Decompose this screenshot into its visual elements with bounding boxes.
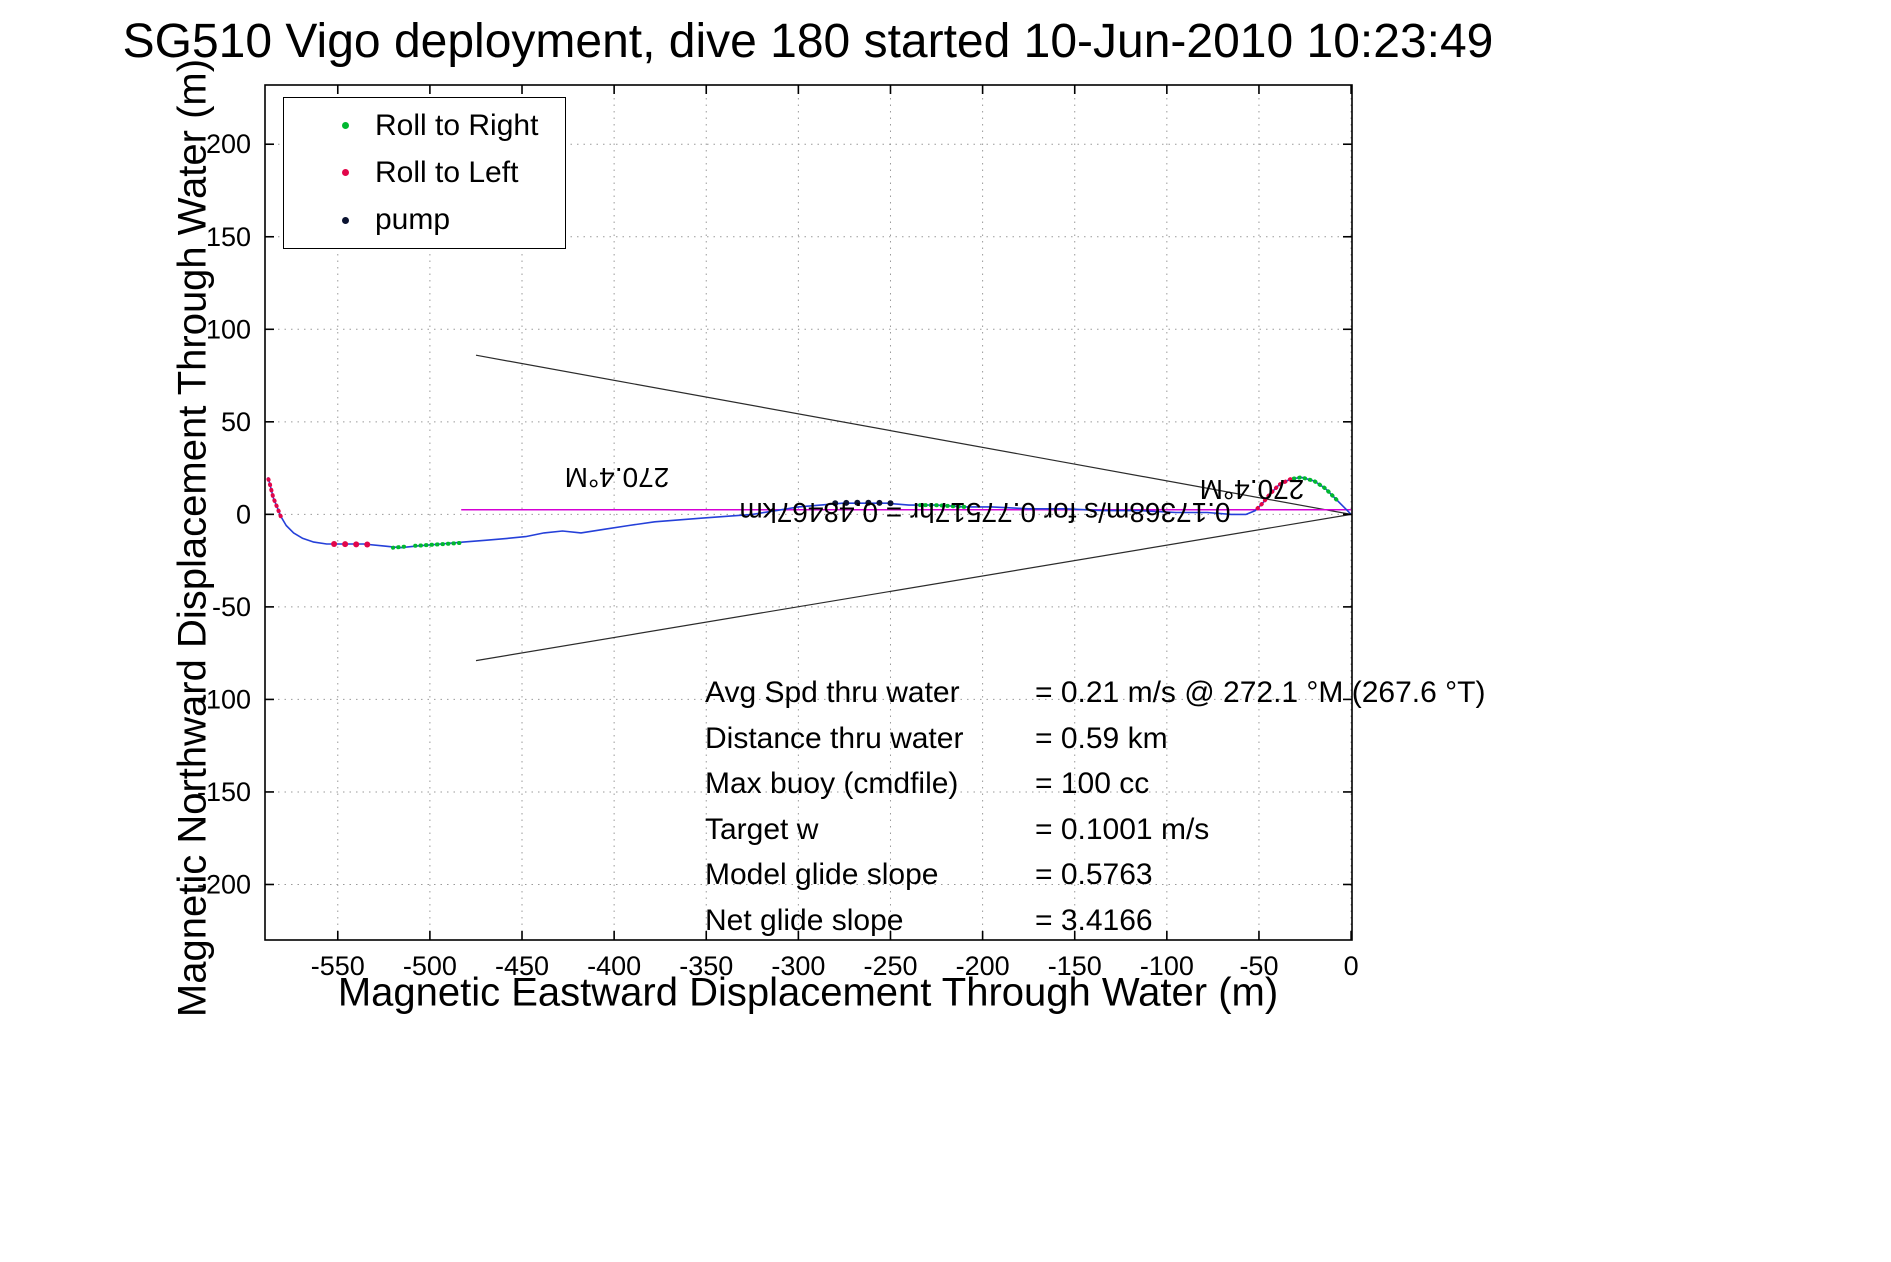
- roll-right-marker-icon: [342, 122, 349, 130]
- stats-label: Distance thru water: [705, 721, 964, 755]
- x-tick-label: -450: [495, 951, 549, 981]
- roll-right-west-a-segment: [413, 541, 462, 548]
- y-tick-label: 0: [236, 499, 251, 529]
- roll-left-west-dots-dot: [353, 541, 360, 548]
- run-summary-annotation: 0.17368m/s for 0.77517hr = 0.48467km: [739, 497, 1231, 528]
- y-tick-label: -200: [197, 869, 251, 899]
- plot-title: SG510 Vigo deployment, dive 180 started …: [122, 15, 1494, 68]
- x-tick-label: -500: [403, 951, 457, 981]
- roll-right-east-segment: [1288, 475, 1339, 502]
- y-tick-label: 100: [206, 314, 251, 344]
- y-tick-label: -100: [197, 684, 251, 714]
- roll-right-west-b-segment: [391, 544, 407, 550]
- pump-cluster-dot: [832, 500, 839, 507]
- pump-cluster-dot: [887, 500, 894, 507]
- legend-item-roll-to-right: Roll to Right: [284, 104, 565, 148]
- bearing-cone-line: [475, 513, 1352, 662]
- x-tick-label: -150: [1048, 951, 1102, 981]
- legend-item-pump: pump: [284, 198, 565, 242]
- x-tick-label: -100: [1140, 951, 1194, 981]
- x-tick-label: -200: [956, 951, 1010, 981]
- x-axis-label: Magnetic Eastward Displacement Through W…: [337, 970, 1279, 1015]
- y-axis-label: Magnetic Northward Displacement Through …: [170, 58, 215, 1018]
- pump-cluster-dot: [865, 499, 872, 506]
- y-tick-label: 150: [206, 222, 251, 252]
- x-tick-label: -250: [863, 951, 917, 981]
- roll-right-mid-segment: [918, 503, 967, 509]
- pump-cluster-dot: [876, 499, 883, 506]
- y-tick-label: 50: [221, 407, 251, 437]
- stats-label: Avg Spd thru water: [705, 676, 960, 709]
- axes-box: [264, 84, 1353, 941]
- y-tick-label: 200: [206, 129, 251, 159]
- stats-value: = 0.21 m/s @ 272.1 °M (267.6 °T): [1035, 676, 1486, 709]
- stats-label: Model glide slope: [705, 858, 939, 891]
- stats-label: Target w: [705, 812, 819, 846]
- x-tick-label: -350: [679, 951, 733, 981]
- stats-label: Max buoy (cmdfile): [705, 767, 959, 800]
- stats-value: = 3.4166: [1035, 903, 1153, 937]
- x-tick-label: 0: [1344, 951, 1359, 981]
- x-tick-label: -400: [587, 951, 641, 981]
- stats-value: = 0.59 km: [1035, 721, 1168, 755]
- roll-left-east-segment: [1253, 477, 1293, 513]
- x-tick-label: -300: [771, 951, 825, 981]
- y-tick-label: -50: [212, 592, 251, 622]
- legend-label-roll-to-left: Roll to Left: [375, 155, 519, 189]
- pump-cluster-dot: [843, 499, 850, 506]
- bearing-cone-line: [475, 354, 1352, 515]
- y-tick-label: -150: [197, 777, 251, 807]
- roll-left-west-dots-dot: [342, 541, 349, 548]
- x-tick-label: -550: [311, 951, 365, 981]
- roll-left-far-west-segment: [265, 475, 283, 519]
- stats-value: = 0.5763: [1035, 858, 1153, 891]
- legend: Roll to Right Roll to Left pump: [283, 97, 566, 249]
- roll-left-marker-icon: [342, 169, 349, 177]
- roll-left-west-dots-dot: [364, 541, 371, 548]
- pump-marker-icon: [342, 216, 349, 224]
- stats-value: = 100 cc: [1035, 767, 1150, 800]
- stats-label: Net glide slope: [705, 903, 904, 937]
- legend-label-pump: pump: [375, 203, 451, 237]
- roll-left-west-dots-dot: [331, 540, 338, 547]
- pump-cluster-dot: [854, 499, 861, 506]
- legend-item-roll-to-left: Roll to Left: [284, 151, 565, 195]
- x-tick-label: -50: [1239, 951, 1278, 981]
- bearing-annotation-west: 270.4°M: [564, 462, 670, 493]
- stats-value: = 0.1001 m/s: [1035, 812, 1210, 846]
- legend-label-roll-to-right: Roll to Right: [375, 108, 539, 142]
